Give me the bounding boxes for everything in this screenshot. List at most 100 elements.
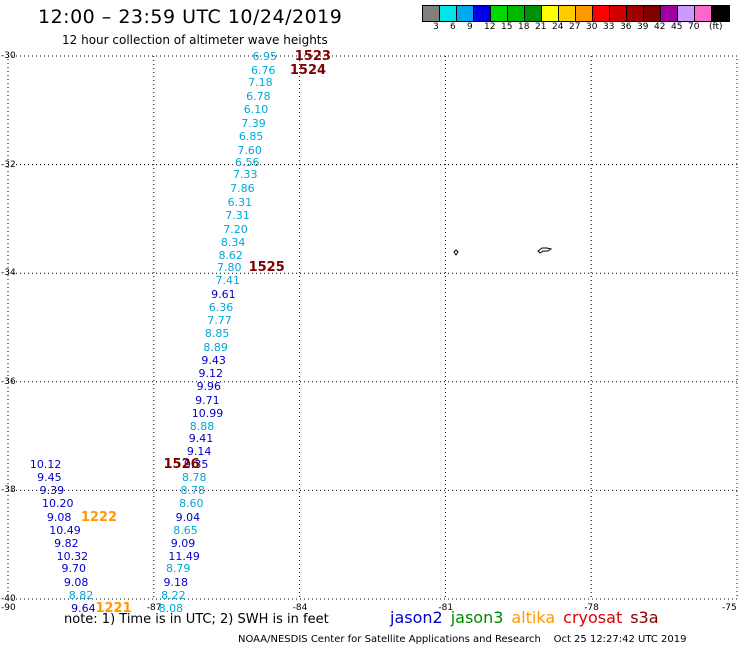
map-title: 12:00 – 23:59 UTC 10/24/2019	[38, 6, 343, 28]
wave-height-value: 9.43	[201, 354, 226, 368]
wave-height-value: 6.10	[243, 103, 269, 117]
wave-height-value: 8.22	[161, 589, 186, 603]
wave-height-value: 7.33	[233, 168, 258, 182]
land-features	[453, 247, 553, 256]
wave-height-value: 8.78	[181, 471, 207, 485]
longitude-label: -84	[292, 603, 308, 613]
colorbar-label: 3	[433, 22, 439, 32]
wave-height-value: 9.14	[186, 445, 212, 459]
wave-height-value: 9.18	[163, 575, 189, 589]
colorbar-swatch	[644, 6, 661, 21]
pass-number: 1524	[289, 62, 327, 78]
wave-height-value: 6.76	[251, 63, 276, 77]
colorbar-swatch	[695, 6, 712, 21]
colorbar-label: 21	[535, 22, 547, 32]
colorbar-label: 45	[671, 22, 683, 32]
colorbar-swatch	[593, 6, 610, 21]
wave-height-value: 10.12	[29, 458, 62, 472]
longitude-label: -87	[146, 603, 162, 613]
wave-height-value: 8.65	[173, 524, 198, 538]
colorbar-swatch	[508, 6, 525, 21]
colorbar-label: 30	[586, 22, 598, 32]
pass-number: 1525	[248, 260, 285, 276]
wave-height-value: 7.77	[207, 313, 232, 327]
longitude-label: -81	[438, 603, 454, 613]
wave-height-value: 8.82	[68, 589, 94, 603]
colorbar-swatch	[457, 6, 474, 21]
latitude-label: -30	[1, 51, 16, 61]
colorbar-label: 27	[569, 22, 581, 32]
wave-height-value: 10.49	[49, 524, 81, 538]
wave-height-value: 10.32	[56, 549, 89, 563]
mission-jason3: jason3	[450, 608, 504, 627]
wave-height-value: 9.04	[175, 510, 201, 524]
pass-number: 1222	[80, 509, 118, 525]
colorbar-swatch	[678, 6, 695, 21]
wave-height-value: 6.31	[227, 195, 253, 209]
wave-height-value: 11.49	[168, 549, 200, 563]
latitude-label: -34	[1, 268, 16, 279]
wave-height-value: 8.34	[220, 236, 246, 250]
wave-height-value: 7.39	[241, 116, 266, 130]
pass-number: 1523	[294, 49, 331, 65]
colorbar-swatch	[423, 6, 440, 21]
colorbar-label: 33	[603, 22, 615, 32]
colorbar-swatch	[661, 6, 678, 21]
wave-height-value: 10.99	[191, 407, 224, 421]
wave-height-value: 9.70	[61, 562, 86, 576]
island-small	[453, 249, 459, 256]
wave-height-value: 8.78	[180, 484, 206, 498]
wave-height-value: 9.39	[39, 484, 65, 498]
colorbar-label: 9	[467, 22, 473, 32]
footer-timestamp: Oct 25 12:27:42 UTC 2019	[553, 634, 687, 645]
island-large	[537, 247, 553, 254]
mission-legend: jason2 jason3 altika cryosat s3a	[390, 608, 667, 627]
colorbar-label: 42	[654, 22, 666, 32]
colorbar-swatch	[474, 6, 491, 21]
wave-height-value: 6.56	[234, 155, 260, 169]
wave-height-value: 9.45	[37, 471, 62, 485]
map-subtitle: 12 hour collection of altimeter wave hei…	[62, 33, 328, 47]
footer-agency: NOAA/NESDIS Center for Satellite Applica…	[238, 634, 541, 645]
longitude-label: -90	[1, 603, 16, 613]
footer-credit: NOAA/NESDIS Center for Satellite Applica…	[238, 634, 687, 645]
wave-height-value: 9.96	[196, 380, 222, 394]
colorbar-label: 24	[552, 22, 564, 32]
latitude-label: -36	[1, 376, 16, 387]
map-border	[7, 55, 738, 600]
wave-height-value: 6.36	[208, 301, 234, 315]
wave-height-value: 7.18	[248, 76, 273, 90]
colorbar-swatch	[491, 6, 508, 21]
wave-height-value: 8.88	[189, 419, 215, 433]
wave-height-value: 8.79	[165, 562, 191, 576]
map-frame	[7, 55, 738, 600]
wave-height-value: 6.95	[252, 50, 277, 64]
colorbar-swatch	[559, 6, 576, 21]
wave-height-colorbar	[422, 5, 730, 22]
pass-number: 1221	[95, 600, 132, 616]
wave-height-value: 9.82	[54, 536, 79, 550]
colorbar-label: 15	[501, 22, 513, 32]
pass-number: 1526	[163, 457, 200, 473]
colorbar-swatch	[627, 6, 644, 21]
wave-height-value: 7.31	[225, 209, 250, 223]
units-note: note: 1) Time is in UTC; 2) SWH is in fe…	[64, 612, 329, 627]
wave-height-value: 9.71	[195, 393, 220, 407]
wave-height-value: 6.78	[246, 89, 271, 103]
wave-height-value: 9.08	[63, 575, 89, 589]
wave-height-value: 9.09	[170, 536, 196, 550]
mission-s3a: s3a	[630, 608, 659, 627]
wave-height-value: 10.20	[42, 496, 74, 510]
wave-height-value: 7.80	[216, 261, 242, 275]
wave-height-value: 8.85	[204, 327, 230, 341]
colorbar-label: 39	[637, 22, 649, 32]
mission-cryosat: cryosat	[563, 608, 623, 627]
colorbar-label: 6	[450, 22, 456, 32]
colorbar-swatch	[712, 6, 729, 21]
colorbar-swatch	[525, 6, 542, 21]
longitude-label: -75	[722, 603, 737, 613]
colorbar-label: 12	[484, 22, 496, 32]
wave-height-value: 7.86	[230, 182, 255, 196]
wave-height-value: 7.20	[223, 222, 248, 236]
